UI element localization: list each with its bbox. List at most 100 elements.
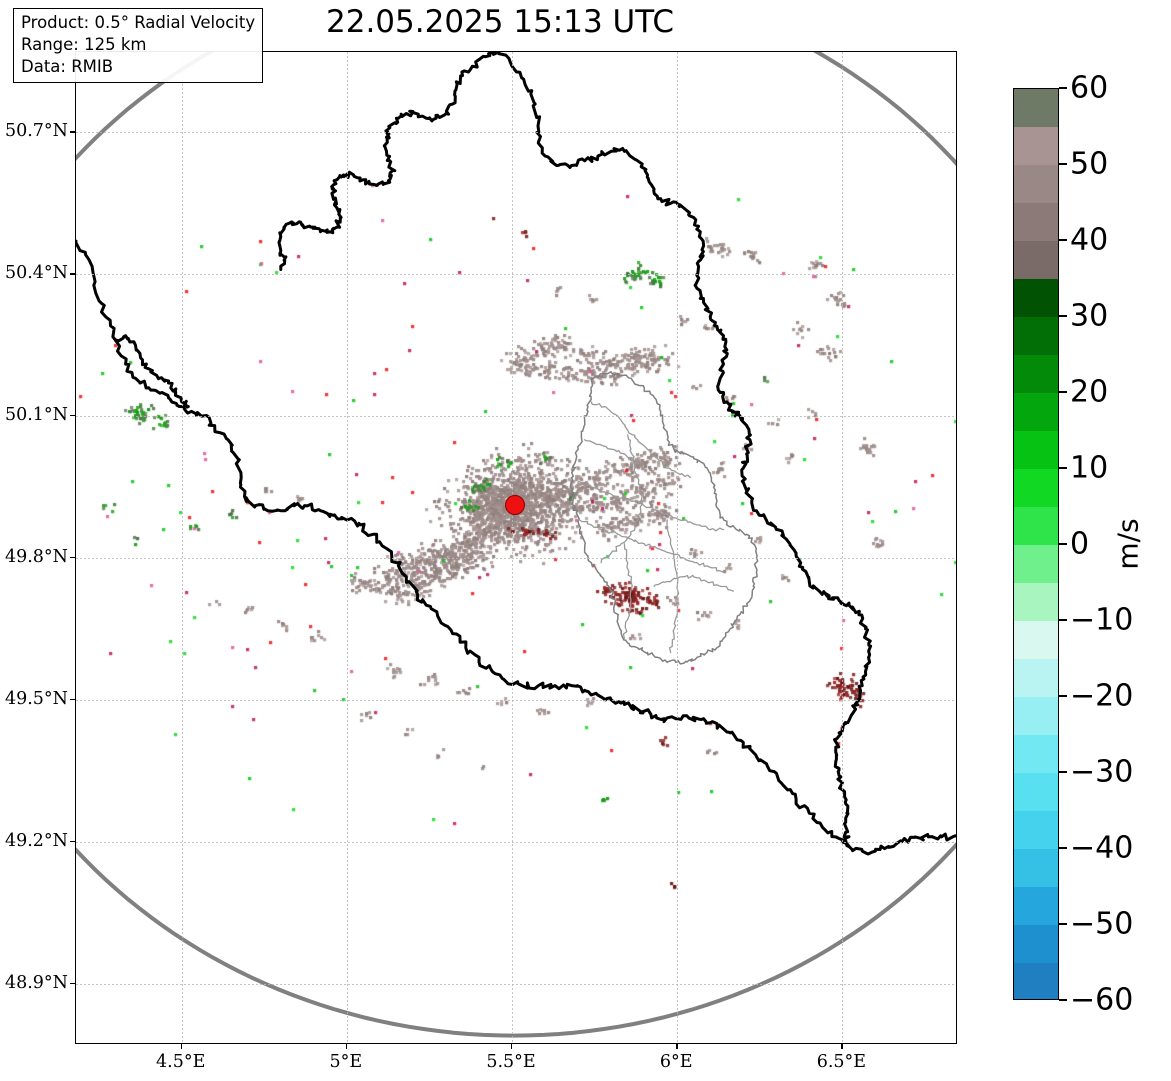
border-path (277, 52, 501, 271)
gridline-lat (76, 557, 956, 559)
border-path (569, 370, 759, 665)
range-ring-125km (76, 52, 956, 1038)
border-path (577, 518, 725, 573)
x-axis-tick (511, 1044, 513, 1049)
colorbar-band (1014, 89, 1058, 127)
border-path (577, 480, 725, 532)
colorbar-tick (1059, 695, 1067, 697)
border-path (584, 439, 639, 465)
y-axis-tick-label: 49.8°N (4, 546, 68, 567)
colorbar-tick-label: −20 (1070, 678, 1134, 714)
gridline-lon (346, 52, 348, 1043)
x-axis-tick-label: 6.5°E (816, 1052, 867, 1072)
gridline-lat (76, 416, 956, 418)
colorbar-band (1014, 393, 1058, 431)
gridline-lon (677, 52, 679, 1043)
colorbar-tick (1059, 999, 1067, 1001)
y-axis-tick-label: 50.1°N (4, 405, 68, 426)
gridline-lat (76, 983, 956, 985)
x-axis-tick (841, 1044, 843, 1049)
colorbar-tick-label: 30 (1070, 298, 1109, 334)
border-path (600, 434, 643, 564)
y-axis-tick (70, 840, 75, 843)
colorbar-band (1014, 469, 1058, 507)
colorbar-band (1014, 887, 1058, 925)
y-axis-tick-label: 49.2°N (4, 830, 68, 851)
colorbar-tick (1059, 923, 1067, 925)
colorbar-tick-label: 20 (1070, 374, 1109, 410)
colorbar-tick-label: 50 (1070, 146, 1109, 182)
y-axis-tick (70, 698, 75, 701)
colorbar-tick-label: −40 (1070, 830, 1134, 866)
colorbar-tick (1059, 239, 1067, 241)
y-axis-tick-label: 49.5°N (4, 688, 68, 709)
y-axis-tick-label: 50.4°N (4, 263, 68, 284)
gridline-lat (76, 699, 956, 701)
colorbar-tick (1059, 467, 1067, 469)
colorbar-tick-label: −30 (1070, 754, 1134, 790)
colorbar-tick (1059, 543, 1067, 545)
y-axis-tick (70, 556, 75, 559)
x-axis-tick-label: 5°E (329, 1052, 363, 1072)
border-path (666, 519, 680, 654)
colorbar-band (1014, 697, 1058, 735)
border-path (497, 52, 873, 848)
colorbar-band (1014, 735, 1058, 773)
x-axis-tick (676, 1044, 678, 1049)
colorbar-band (1014, 849, 1058, 887)
colorbar (1013, 88, 1059, 1000)
border-path (653, 574, 735, 592)
colorbar-band (1014, 925, 1058, 963)
radar-map-plot[interactable] (75, 51, 957, 1044)
gridline-lon (181, 52, 183, 1043)
colorbar-band (1014, 127, 1058, 165)
x-axis-tick-label: 6°E (659, 1052, 693, 1072)
page-title: 22.05.2025 15:13 UTC (326, 4, 674, 40)
colorbar-band (1014, 811, 1058, 849)
colorbar-band (1014, 355, 1058, 393)
x-axis-tick-label: 5.5°E (486, 1052, 536, 1072)
colorbar-tick-label: −10 (1070, 602, 1134, 638)
colorbar-band (1014, 545, 1058, 583)
colorbar-band (1014, 203, 1058, 241)
info-box: Product: 0.5° Radial Velocity Range: 125… (13, 8, 264, 83)
map-clip-area (76, 52, 956, 1043)
colorbar-tick-label: −60 (1070, 982, 1134, 1018)
y-axis-tick (70, 415, 75, 417)
gridline-lon (512, 52, 514, 1043)
gridline-lon (842, 52, 844, 1043)
colorbar-tick (1059, 87, 1067, 89)
info-data-line: Data: RMIB (21, 56, 114, 76)
border-path (113, 334, 190, 409)
x-axis-tick (180, 1044, 183, 1049)
colorbar-band (1014, 241, 1058, 279)
gridline-lat (76, 841, 956, 843)
y-axis-tick (70, 131, 75, 133)
colorbar-tick-label: 40 (1070, 222, 1109, 258)
colorbar-tick (1059, 771, 1067, 773)
gridline-lat (76, 132, 956, 134)
colorbar-band (1014, 583, 1058, 621)
gridline-lat (76, 274, 956, 276)
colorbar-band (1014, 621, 1058, 659)
info-product-line: Product: 0.5° Radial Velocity (21, 13, 256, 32)
colorbar-band (1014, 431, 1058, 469)
colorbar-tick-label: 10 (1070, 450, 1109, 486)
colorbar-tick (1059, 315, 1067, 317)
colorbar-tick (1059, 619, 1067, 621)
colorbar-band (1014, 507, 1058, 545)
y-axis-tick (70, 273, 75, 275)
radar-echo-layer (76, 52, 956, 1043)
border-path (590, 401, 692, 479)
y-axis-tick-label: 48.9°N (4, 972, 68, 993)
radar-site-marker[interactable] (504, 495, 525, 516)
colorbar-band (1014, 659, 1058, 697)
geography-layer (76, 52, 956, 1038)
colorbar-tick (1059, 847, 1067, 849)
colorbar-tick (1059, 163, 1067, 165)
border-path (622, 543, 633, 639)
colorbar-band (1014, 317, 1058, 355)
x-axis-tick-label: 4.5°E (156, 1052, 206, 1072)
colorbar-tick-label: 0 (1070, 526, 1090, 562)
info-range-line: Range: 125 km (21, 34, 147, 54)
